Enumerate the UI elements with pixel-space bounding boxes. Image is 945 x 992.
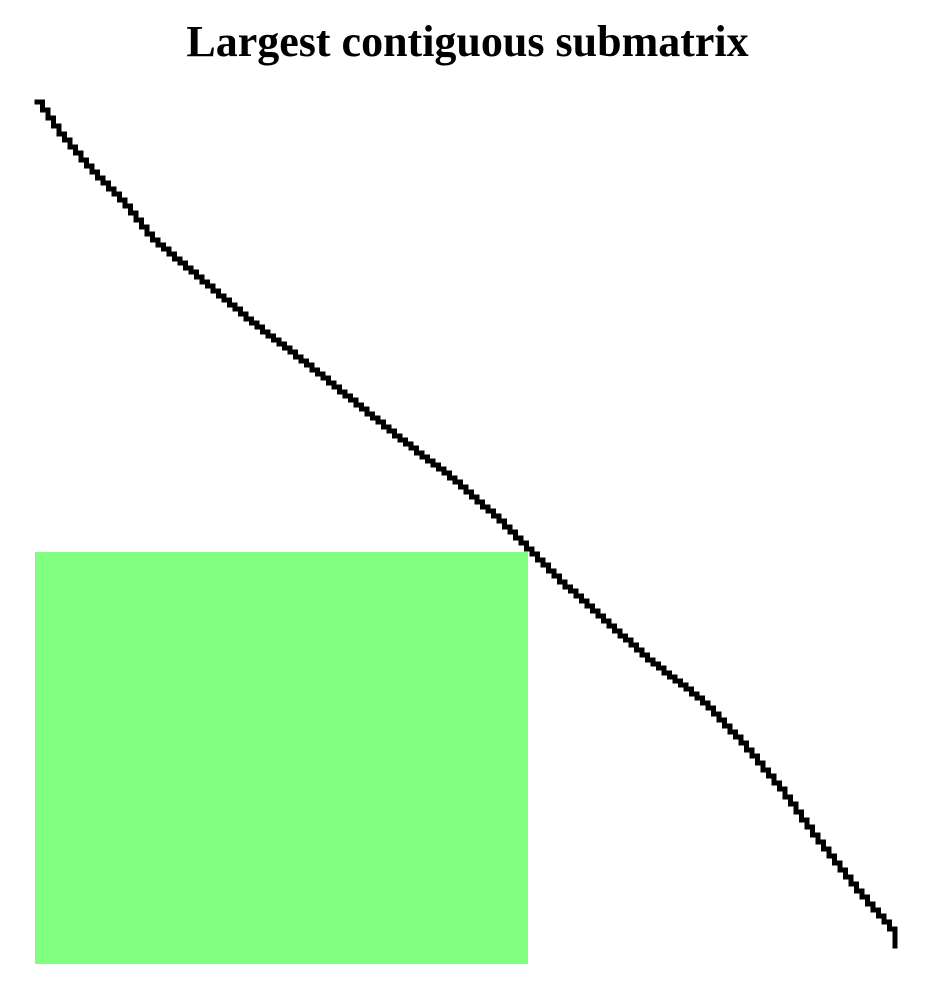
- staircase-line: [34, 99, 898, 949]
- page-title: Largest contiguous submatrix: [186, 17, 749, 66]
- staircase-boundary: [34, 99, 898, 949]
- largest-submatrix: [35, 552, 528, 964]
